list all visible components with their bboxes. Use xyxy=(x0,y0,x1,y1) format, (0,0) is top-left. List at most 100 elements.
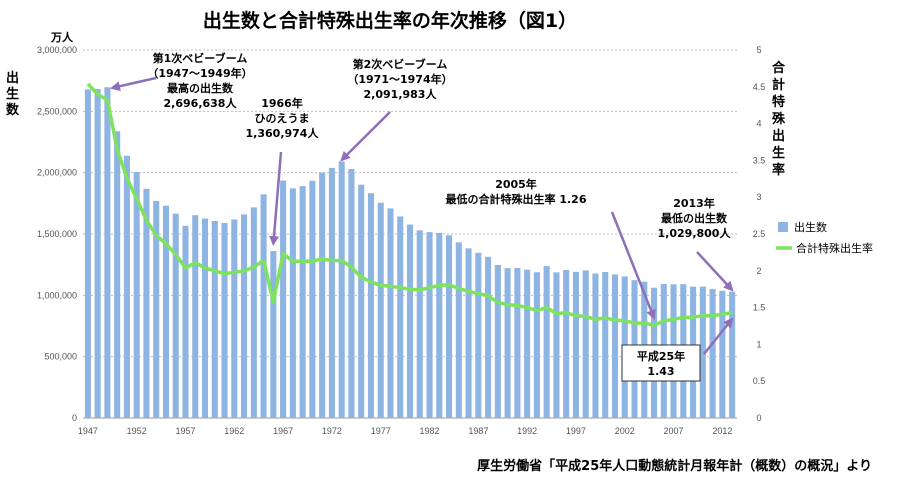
left-tick-label: 1,000,000 xyxy=(37,290,77,300)
bar-1993 xyxy=(533,272,540,418)
bar-1961 xyxy=(221,223,228,418)
bar-1970 xyxy=(309,180,316,418)
annotation-text: （1971〜1974年） xyxy=(347,72,452,86)
right-tick-label: 0 xyxy=(756,413,761,423)
annotation-5: 平成25年 1.43 xyxy=(621,317,734,382)
left-tick-label: 500,000 xyxy=(44,352,77,362)
x-tick-label: 1962 xyxy=(224,426,244,436)
right-tick-label: 5 xyxy=(756,45,761,55)
right-tick-label: 1.5 xyxy=(753,303,766,313)
x-tick-label: 1977 xyxy=(371,426,391,436)
chart-title: 出生数と合計特殊出生率の年次推移（図1） xyxy=(203,9,577,32)
bar-1955 xyxy=(162,205,169,418)
bar-1957 xyxy=(182,225,189,418)
fertility-line-path xyxy=(86,82,733,328)
annotation-arrow xyxy=(696,251,734,292)
bar-1958 xyxy=(192,215,199,418)
annotation-2: 第2次ベビーブーム（1971〜1974年）2,091,983人 xyxy=(340,57,453,162)
left-axis: 0 500,000 1,000,000 1,500,000 2,000,000 2,500… xyxy=(6,30,77,423)
right-tick-label: 4.5 xyxy=(753,82,766,92)
annotation-text: 最低の出生数 xyxy=(661,211,728,225)
bar-1954 xyxy=(153,200,160,418)
fertility-line xyxy=(86,82,733,328)
x-tick-label: 1947 xyxy=(78,426,98,436)
bar-1972 xyxy=(328,167,335,418)
bar-1991 xyxy=(514,267,521,418)
annotation-text: 第2次ベビーブーム xyxy=(353,57,448,71)
annotation-text: ひのえうま xyxy=(255,112,310,125)
right-axis-label-char: 特 xyxy=(772,94,785,110)
x-tick-label: 1987 xyxy=(468,426,488,436)
x-tick-label: 1997 xyxy=(566,426,586,436)
left-tick-label: 0 xyxy=(72,413,77,423)
bar-1973 xyxy=(338,161,345,418)
bar-1981 xyxy=(416,230,423,418)
left-tick-label: 2,500,000 xyxy=(37,106,77,116)
bar-1988 xyxy=(485,256,492,418)
x-tick-label: 2007 xyxy=(664,426,684,436)
bar-1967 xyxy=(280,180,287,418)
left-tick-label: 3,000,000 xyxy=(37,45,77,55)
bar-2013 xyxy=(729,291,736,418)
bar-2012 xyxy=(719,290,726,418)
right-axis-label-char: 出 xyxy=(772,128,785,144)
right-axis-label-char: 合 xyxy=(772,60,786,76)
bar-1951 xyxy=(123,155,130,419)
annotation-text: 1966年 xyxy=(261,96,303,110)
bar-1987 xyxy=(475,252,482,418)
bar-1963 xyxy=(241,214,248,418)
left-axis-label-char: 生 xyxy=(6,86,19,102)
x-tick-label: 2012 xyxy=(712,426,732,436)
right-tick-label: 0.5 xyxy=(753,376,766,386)
bar-1965 xyxy=(260,194,267,418)
bar-1982 xyxy=(426,232,433,418)
bar-1990 xyxy=(504,268,511,418)
legend-swatch-bar xyxy=(778,222,788,232)
right-axis-label-char: 計 xyxy=(772,77,785,93)
x-tick-label: 1957 xyxy=(175,426,195,436)
annotation-text: 最低の合計特殊出生率 1.26 xyxy=(446,192,587,206)
bar-1979 xyxy=(397,216,404,418)
bar-1948 xyxy=(94,89,101,418)
bar-1952 xyxy=(133,172,140,418)
left-axis-label-char: 出 xyxy=(6,70,19,86)
bar-1985 xyxy=(455,242,462,418)
bar-1971 xyxy=(319,172,326,418)
right-axis-label-char: 率 xyxy=(772,162,785,178)
bar-1956 xyxy=(172,213,179,418)
x-tick-label: 1972 xyxy=(322,426,342,436)
bar-1994 xyxy=(543,266,550,418)
annotation-arrow xyxy=(340,111,391,162)
bar-1986 xyxy=(465,248,472,418)
bar-1998 xyxy=(582,270,589,418)
annotation-text: 2005年 xyxy=(495,177,537,191)
bar-1995 xyxy=(553,272,560,418)
left-axis-label-char: 数 xyxy=(6,102,20,118)
bar-1966 xyxy=(270,251,277,418)
bar-1983 xyxy=(436,232,443,418)
right-tick-label: 2 xyxy=(756,266,761,276)
right-axis-label-char: 殊 xyxy=(772,112,786,127)
right-tick-label: 3 xyxy=(756,192,761,202)
left-axis-unit: 万人 xyxy=(50,30,74,44)
right-tick-label: 2.5 xyxy=(753,229,766,239)
bar-1984 xyxy=(446,235,453,418)
right-tick-label: 4 xyxy=(756,119,761,129)
left-tick-label: 2,000,000 xyxy=(37,168,77,178)
annotation-box xyxy=(621,344,701,382)
right-tick-label: 1 xyxy=(756,339,761,349)
bar-1960 xyxy=(211,220,218,418)
bar-1964 xyxy=(250,207,257,418)
annotation-text: 2,696,638人 xyxy=(164,96,238,110)
annotation-arrow xyxy=(269,151,283,246)
right-tick-label: 3.5 xyxy=(753,155,766,165)
x-axis: 1947 1952 1957 1962 1967 1972 1977 1982 1987 1992… xyxy=(78,426,733,436)
annotation-text: 1,029,800人 xyxy=(658,226,732,240)
bar-1969 xyxy=(299,186,306,418)
bar-1953 xyxy=(143,188,150,418)
bar-2011 xyxy=(709,289,716,418)
bar-2000 xyxy=(602,271,609,418)
